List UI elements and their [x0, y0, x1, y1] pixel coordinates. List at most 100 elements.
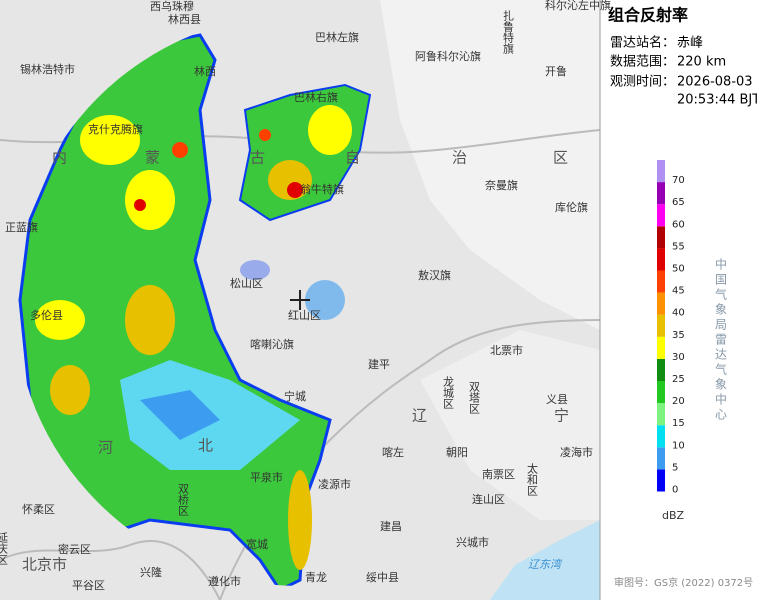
place-label: 蒙 [145, 149, 160, 167]
legend-unit: dBZ [662, 509, 685, 522]
place-label: 辽东湾 [528, 558, 563, 571]
place-label: 喀喇沁旗 [250, 337, 294, 351]
legend-label: 30 [672, 352, 685, 363]
place-label: 北京市 [22, 556, 67, 574]
echo-blue [240, 260, 270, 280]
place-label: 古 [250, 149, 265, 167]
place-label: 连山区 [472, 493, 505, 506]
place-label: 治 [452, 149, 467, 167]
radar-site [290, 290, 310, 310]
place-label: 宁 [554, 407, 569, 425]
place-label: 林西县 [168, 12, 201, 26]
legend-label: 50 [672, 264, 685, 275]
info-label: 数据范围： [610, 55, 675, 70]
echo-yellow [288, 470, 312, 570]
place-label: 平泉市 [250, 470, 283, 484]
plain [420, 330, 600, 520]
info-value: 赤峰 [677, 36, 703, 51]
legend-label: 25 [672, 374, 685, 385]
echo-blue [140, 390, 220, 440]
echo-blue [305, 280, 345, 320]
legend-label: 55 [672, 241, 685, 252]
place-label: 平谷区 [72, 579, 105, 592]
info-label: 雷达站名： [610, 35, 675, 51]
legend-label: 45 [672, 286, 685, 297]
echo-yellow [125, 170, 175, 230]
place-label: 朝阳 [446, 446, 468, 459]
legend-swatch [657, 447, 665, 470]
place-label: 南票区 [482, 468, 515, 481]
echo-red [172, 142, 188, 158]
legend-label: 20 [672, 396, 685, 407]
legend-swatch [657, 381, 665, 404]
info-label: 观测时间： [610, 75, 675, 90]
place-label: 延庆区 [0, 532, 9, 565]
place-label: 北票市 [490, 343, 523, 357]
place-label: 红山区 [288, 309, 321, 322]
place-label: 阿鲁科尔沁旗 [415, 49, 481, 63]
place-label: 北 [198, 437, 213, 455]
source-text: 中国气象局雷达气象中心 [714, 257, 728, 423]
echo-yellow [35, 300, 85, 340]
place-label: 克什克腾旗 [88, 122, 143, 136]
legend-label: 15 [672, 418, 685, 429]
legend-label: 70 [672, 175, 685, 186]
place-label: 松山区 [230, 276, 263, 290]
place-label: 双塔区 [468, 381, 481, 414]
legend-label: 35 [672, 330, 685, 341]
panel-title: 组合反射率 [608, 6, 688, 25]
place-label: 绥中县 [366, 571, 399, 584]
place-label: 太和区 [526, 463, 539, 496]
place-label: 宁城 [284, 389, 306, 403]
place-label: 双桥区 [177, 483, 190, 516]
place-label: 遵化市 [208, 574, 241, 588]
legend-label: 65 [672, 197, 685, 208]
legend-label: 0 [672, 485, 678, 496]
place-label: 宽城 [246, 537, 268, 551]
echo-yellow [80, 115, 140, 165]
place-label: 青龙 [305, 571, 327, 584]
plain [380, 0, 600, 330]
place-label: 敖汉旗 [418, 268, 451, 282]
place-label: 龙城区 [442, 376, 455, 409]
legend-swatch [657, 469, 665, 492]
place-label: 扎鲁特旗 [502, 9, 515, 55]
map-layer [0, 0, 600, 600]
place-label: 库伦旗 [555, 200, 588, 214]
place-label: 密云区 [58, 542, 91, 556]
sea [490, 520, 600, 600]
legend-swatch [657, 160, 665, 183]
echo-yellow [308, 105, 352, 155]
echo-yellow [125, 285, 175, 355]
place-label: 河 [98, 439, 113, 457]
legend-swatch [657, 336, 665, 359]
place-label: 建平 [368, 357, 390, 371]
legend-swatch [657, 314, 665, 337]
place-label: 巴林右旗 [294, 90, 338, 104]
legend-swatch [657, 270, 665, 293]
echo-red [287, 182, 303, 198]
province-border [0, 540, 221, 600]
legend-label: 40 [672, 308, 685, 319]
place-label: 翁牛特旗 [300, 182, 344, 196]
place-label: 巴林左旗 [315, 30, 359, 44]
place-label: 开鲁 [545, 64, 567, 78]
info-value: 2026-08-03 [677, 75, 753, 90]
place-label: 怀柔区 [22, 503, 55, 516]
place-label: 多伦县 [30, 308, 63, 322]
place-label: 喀左 [382, 446, 404, 459]
place-label: 奈曼旗 [485, 178, 518, 192]
place-label: 自 [345, 149, 360, 167]
place-label: 正蓝旗 [5, 220, 38, 234]
place-label: 建昌 [380, 519, 402, 533]
place-label: 锡林浩特市 [20, 62, 75, 76]
legend-swatch [657, 358, 665, 381]
place-label: 辽 [412, 407, 427, 425]
place-label: 内 [52, 149, 67, 167]
legend-swatch [657, 226, 665, 249]
legend-label: 60 [672, 219, 685, 230]
echo-yellow [50, 365, 90, 415]
legend-swatch [657, 182, 665, 205]
